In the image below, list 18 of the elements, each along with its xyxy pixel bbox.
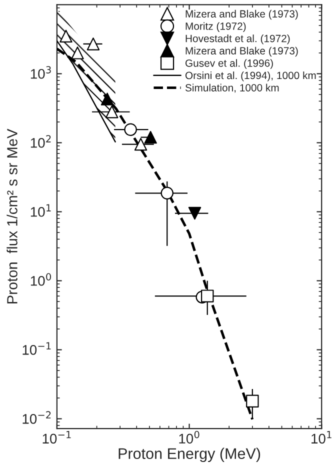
y-tick-label: 10$^{3}$ (30, 66, 51, 79)
legend-label: Mizera and Blake (1973) (186, 10, 298, 20)
x-tick-label: 10$^{0}$ (179, 430, 200, 444)
y-axis-title: Proton flux 1/cm² s sr MeV (6, 128, 18, 304)
legend-label: Moritz (1972) (186, 22, 246, 32)
y-tick-label: 10$^{−2}$ (22, 411, 51, 424)
y-tick-label: 10$^{0}$ (30, 273, 51, 286)
legend-label: Mizera and Blake (1973) (186, 46, 298, 57)
legend-label: Hovestadt et al. (1972) (186, 34, 290, 44)
legend-label: Gusev et al. (1996) (186, 59, 273, 69)
x-tick-label: 10$^{−1}$ (42, 431, 71, 444)
legend-label: Orsini et al. (1994), 1000 km (185, 71, 316, 82)
y-tick-label: 10$^{1}$ (30, 204, 51, 217)
x-tick-label: 10$^{1}$ (312, 431, 332, 444)
y-tick-label: 10$^{−1}$ (22, 342, 51, 355)
y-tick-label: 10$^{2}$ (30, 135, 51, 148)
legend-label: Simulation, 1000 km (185, 84, 279, 93)
x-axis-title: Proton Energy (MeV) (118, 448, 260, 462)
